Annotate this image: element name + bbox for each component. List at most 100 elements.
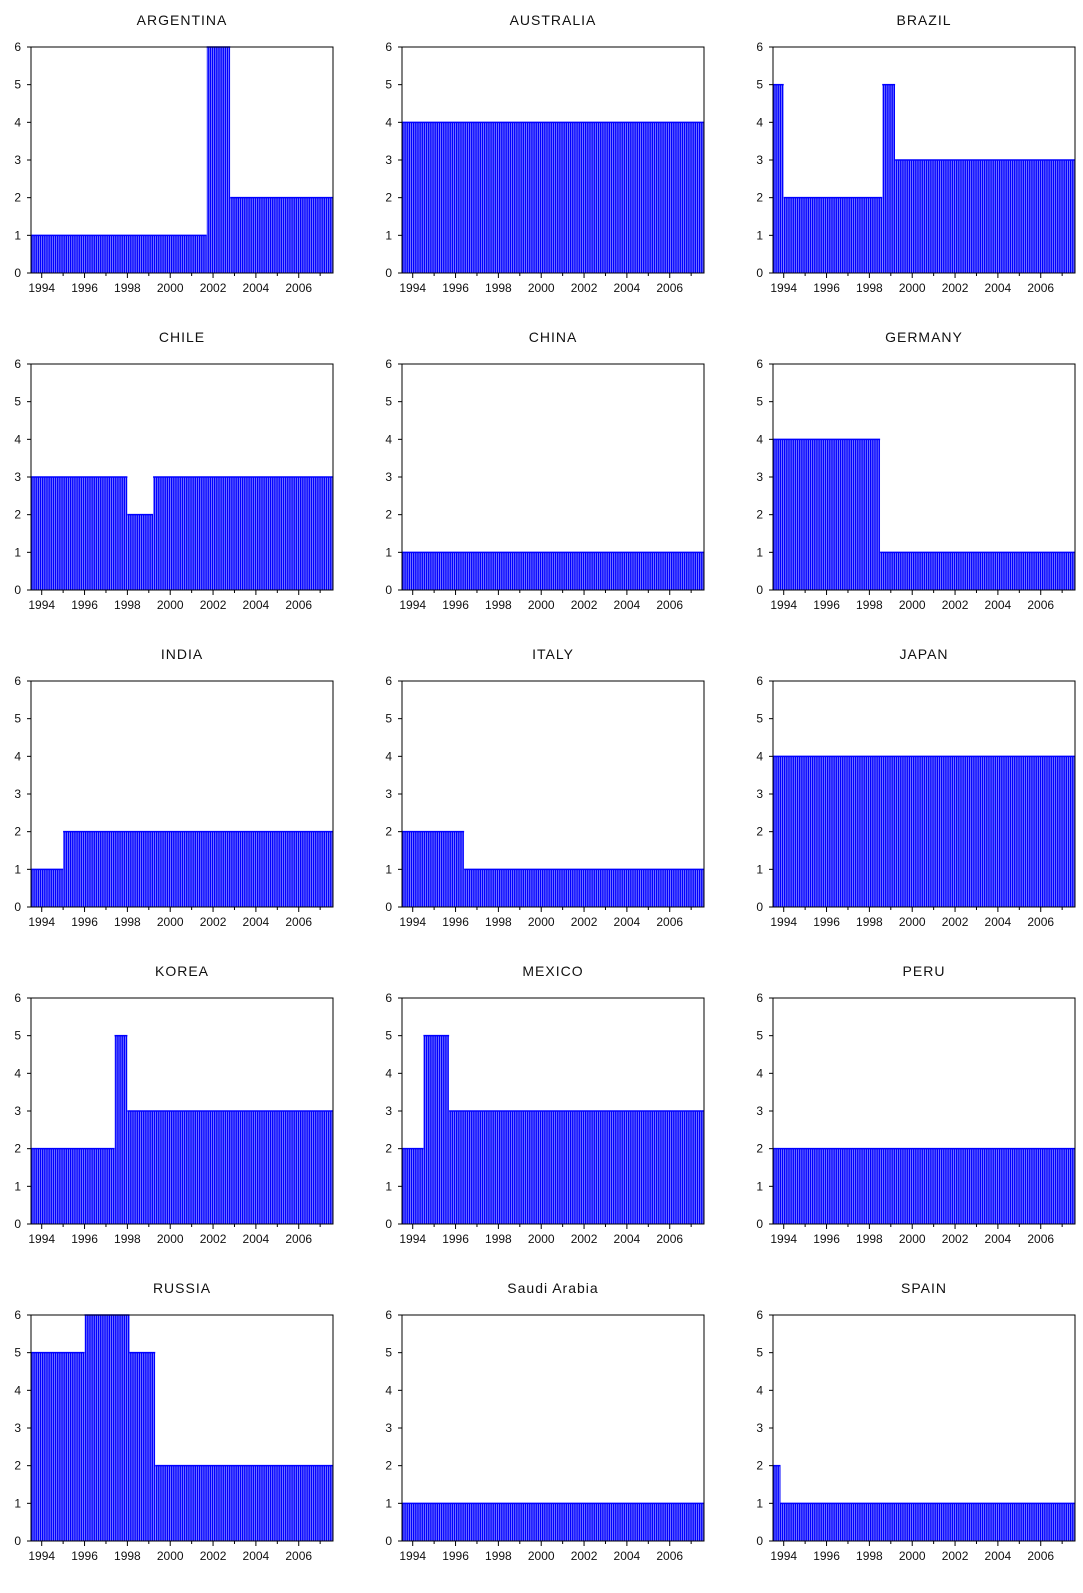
x-tick-label: 1998	[485, 1232, 512, 1246]
plot-background	[880, 364, 1075, 553]
x-tick-label: 2006	[1027, 598, 1054, 612]
x-tick-label: 2006	[656, 1232, 683, 1246]
y-tick-label: 4	[756, 1383, 763, 1397]
y-tick-label: 4	[14, 1383, 21, 1397]
y-tick-label: 6	[385, 357, 392, 371]
x-tick-label: 1998	[856, 1232, 883, 1246]
chart-panel: CHINA 0 1 2 3 4 5 6 1994 1996 1998 2000 2002 2004 2006	[371, 317, 741, 634]
plot-area: 0 1 2 3 4 5 6 1994 1996 1998 2000 2002 2004 2006	[14, 1308, 334, 1563]
plot-background	[773, 47, 784, 85]
y-tick-label: 2	[385, 1142, 392, 1156]
y-tick-label: 2	[756, 1142, 763, 1156]
y-tick-label: 4	[756, 749, 763, 763]
x-tick-label: 2000	[528, 598, 555, 612]
y-tick-label: 4	[756, 432, 763, 446]
y-tick-label: 2	[385, 1459, 392, 1473]
x-tick-label: 1994	[28, 915, 55, 929]
plot-area: 0 1 2 3 4 5 6 1994 1996 1998 2000 2002 2004 2006	[385, 357, 705, 612]
y-tick-label: 0	[385, 900, 392, 914]
plot-area: 0 1 2 3 4 5 6 1994 1996 1998 2000 2002 2004 2006	[14, 357, 334, 612]
plot-background	[773, 364, 881, 440]
bar-segment	[31, 1352, 85, 1541]
y-tick-label: 0	[14, 1217, 21, 1231]
chart-title: RUSSIA	[152, 1280, 212, 1296]
y-tick-label: 5	[14, 1346, 21, 1360]
y-tick-label: 4	[385, 432, 392, 446]
plot-background	[31, 47, 207, 236]
plot-background	[783, 47, 883, 198]
plot-background	[402, 364, 704, 553]
x-tick-label: 1996	[71, 915, 98, 929]
x-tick-label: 2002	[942, 281, 969, 295]
x-tick-label: 2002	[942, 1232, 969, 1246]
x-tick-label: 1996	[442, 1232, 469, 1246]
y-tick-label: 3	[385, 1104, 392, 1118]
chart-title: MEXICO	[522, 963, 584, 979]
x-tick-label: 1996	[442, 1549, 469, 1563]
plot-background	[402, 47, 704, 123]
x-tick-label: 1998	[485, 281, 512, 295]
y-tick-label: 1	[756, 1496, 763, 1510]
y-tick-label: 5	[14, 712, 21, 726]
x-tick-label: 1998	[114, 915, 141, 929]
x-tick-label: 2000	[899, 281, 926, 295]
plot-background	[773, 1315, 781, 1466]
x-tick-label: 1994	[399, 1549, 426, 1563]
y-tick-label: 1	[14, 1179, 21, 1193]
x-tick-label: 2004	[985, 1232, 1012, 1246]
plot-background	[773, 681, 1075, 757]
x-tick-label: 2004	[614, 915, 641, 929]
plot-background	[31, 364, 128, 477]
chart-panel: CHILE 0 1 2 3 4 5 6 1994 1996 1998 2000 2002 2004 2006	[0, 317, 370, 634]
y-tick-label: 4	[756, 115, 763, 129]
x-tick-label: 2006	[285, 915, 312, 929]
y-tick-label: 6	[14, 674, 21, 688]
chart-title: ITALY	[532, 646, 574, 662]
y-tick-label: 1	[385, 1179, 392, 1193]
y-tick-label: 1	[385, 545, 392, 559]
x-tick-label: 1996	[442, 915, 469, 929]
y-tick-label: 0	[756, 583, 763, 597]
y-tick-label: 0	[14, 266, 21, 280]
y-tick-label: 1	[14, 545, 21, 559]
y-tick-label: 6	[756, 674, 763, 688]
x-tick-label: 1994	[770, 598, 797, 612]
y-tick-label: 0	[385, 1217, 392, 1231]
y-tick-label: 5	[385, 712, 392, 726]
x-tick-label: 2002	[571, 915, 598, 929]
x-tick-label: 1994	[770, 915, 797, 929]
x-tick-label: 2004	[243, 1549, 270, 1563]
x-tick-label: 2000	[157, 598, 184, 612]
y-tick-label: 1	[385, 1496, 392, 1510]
plot-area: 0 1 2 3 4 5 6 1994 1996 1998 2000 2002 2004 2006	[756, 991, 1076, 1246]
y-tick-label: 6	[385, 1308, 392, 1322]
chart-title: AUSTRALIA	[509, 12, 597, 28]
y-tick-label: 2	[14, 1459, 21, 1473]
y-tick-label: 4	[14, 115, 21, 129]
plot-background	[402, 681, 465, 832]
x-tick-label: 1994	[770, 1232, 797, 1246]
x-tick-label: 2004	[985, 598, 1012, 612]
x-tick-label: 1994	[770, 281, 797, 295]
chart-panel: RUSSIA 0 1 2 3 4 5 6 1994 1996 1998 2000 2002 2004 200…	[0, 1268, 370, 1585]
y-tick-label: 1	[14, 228, 21, 242]
bar-segment	[773, 84, 784, 274]
plot-background	[127, 998, 333, 1111]
x-tick-label: 1994	[28, 598, 55, 612]
bar-segment	[31, 869, 64, 907]
chart-title: PERU	[902, 963, 946, 979]
chart-title: KOREA	[154, 963, 209, 979]
y-tick-label: 0	[385, 266, 392, 280]
x-tick-label: 1994	[399, 281, 426, 295]
x-tick-label: 2004	[985, 1549, 1012, 1563]
chart-title: BRAZIL	[896, 12, 952, 28]
x-tick-label: 2002	[200, 1549, 227, 1563]
x-tick-label: 2002	[942, 1549, 969, 1563]
y-tick-label: 2	[385, 508, 392, 522]
x-tick-label: 1998	[485, 598, 512, 612]
chart-title: JAPAN	[899, 646, 949, 662]
x-tick-label: 2000	[899, 598, 926, 612]
y-tick-label: 2	[14, 825, 21, 839]
plot-area: 0 1 2 3 4 5 6 1994 1996 1998 2000 2002 2004 2006	[385, 1308, 705, 1563]
